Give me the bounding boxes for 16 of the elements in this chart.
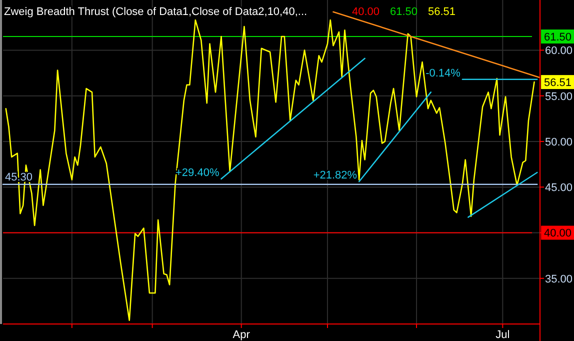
y-tick-label: 55.00 [545, 90, 573, 103]
data-label: 56.51 [544, 77, 572, 90]
annotation: -0.14% [426, 67, 461, 80]
y-tick-label: 50.00 [545, 136, 573, 148]
text: 40.00 [352, 6, 380, 18]
text: Zweig Breadth Thrust (Close of Data1,Close of Data2,10,40,... [4, 6, 308, 18]
y-tick-label: 45.00 [545, 182, 573, 194]
ref-line-label: 61.50 [544, 32, 572, 44]
y-tick-label: 35.00 [545, 273, 573, 286]
y-tick-label: 60.00 [545, 45, 573, 58]
text: 56.51 [428, 6, 456, 18]
ref-line-label: 40.00 [544, 228, 572, 240]
text: 61.50 [390, 6, 418, 18]
x-tick-label: Apr [232, 329, 250, 341]
x-tick-label: Jul [496, 329, 510, 341]
annotation: +21.82% [313, 170, 358, 182]
